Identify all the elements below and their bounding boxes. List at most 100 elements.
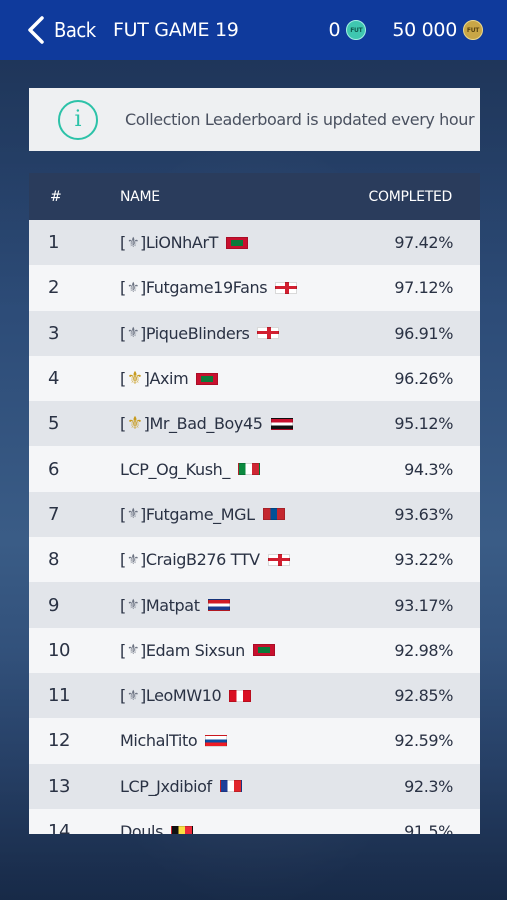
info-icon: i [58, 99, 98, 140]
completed-cell: 92.85% [394, 686, 453, 706]
table-header: # NAME COMPLETED [29, 173, 480, 220]
player-name: LiONhArT [145, 233, 219, 253]
player-name-cell: [⚜] Futgame_MGL [120, 505, 394, 524]
table-row[interactable]: 4 [⚜] Axim 96.26% [29, 355, 480, 402]
gold-club-badge-icon: [⚜] [120, 413, 150, 435]
gold-club-badge-icon: [⚜] [120, 368, 150, 390]
table-row[interactable]: 7[⚜] Futgame_MGL 93.63% [29, 491, 480, 538]
player-name-cell: [⚜] CraigB276 TTV [120, 550, 394, 569]
player-name: Edam Sixsun [145, 640, 245, 660]
points-balance: 0 [328, 19, 341, 41]
player-name-cell: [⚜] LiONhArT [120, 233, 394, 252]
rank-cell: 3 [48, 322, 60, 344]
country-flag-icon [267, 553, 290, 566]
country-flag-icon [219, 780, 242, 793]
rank-cell: 7 [48, 503, 60, 525]
player-name-cell: [⚜] Matpat [120, 596, 394, 615]
player-name: LCP_Jxdibiof [120, 776, 212, 796]
completed-cell: 95.12% [394, 414, 453, 434]
table-row[interactable]: 14 Douls 91.5% [29, 808, 480, 834]
completed-cell: 93.17% [394, 595, 453, 615]
rank-cell: 10 [48, 639, 71, 661]
silver-club-badge-icon: [⚜] [120, 595, 146, 615]
table-row[interactable]: 3 [⚜] PiqueBlinders 96.91% [29, 310, 480, 356]
rank-cell: 14 [48, 821, 71, 834]
player-name-cell: [⚜] Mr_Bad_Boy45 [120, 413, 394, 434]
table-row[interactable]: 12 MichalTito 92.59% [29, 718, 480, 764]
completed-cell: 96.26% [394, 369, 453, 389]
player-name: LeoMW10 [145, 686, 222, 706]
table-row[interactable]: 9[⚜] Matpat 93.17% [29, 582, 480, 628]
player-name: Matpat [145, 595, 200, 615]
app-title: FUT GAME 19 [113, 19, 239, 41]
rank-cell: 1 [48, 232, 60, 254]
rank-cell: 4 [48, 368, 60, 390]
country-flag-icon [207, 599, 230, 612]
rank-cell: 5 [48, 413, 60, 435]
player-name-cell: Douls [120, 822, 404, 834]
country-flag-icon [262, 508, 285, 521]
table-row[interactable]: 11[⚜] LeoMW10 92.85% [29, 672, 480, 719]
table-row[interactable]: 13 LCP_Jxdibiof 92.3% [29, 763, 480, 809]
country-flag-icon [252, 644, 275, 657]
player-name: Mr_Bad_Boy45 [149, 414, 263, 434]
info-banner: i Collection Leaderboard is updated ever… [29, 88, 480, 151]
table-body: 1[⚜] LiONhArT 97.42% 2[⚜] Futgame19Fans 97.12… [29, 220, 480, 834]
country-flag-icon [238, 463, 260, 476]
silver-club-badge-icon: [⚜] [120, 278, 146, 298]
country-flag-icon [275, 281, 298, 294]
fut-coins-icon: FUT [463, 20, 483, 40]
country-flag-icon [226, 236, 249, 249]
player-name-cell: [⚜] Futgame19Fans [120, 278, 394, 297]
country-flag-icon [270, 417, 293, 430]
player-name: Futgame_MGL [145, 504, 255, 524]
completed-cell: 94.3% [404, 459, 453, 479]
player-name: Douls [120, 822, 164, 834]
completed-cell: 97.12% [394, 278, 453, 298]
player-name-cell: LCP_Jxdibiof [120, 777, 404, 796]
table-row[interactable]: 5[⚜] Mr_Bad_Boy45 95.12% [29, 401, 480, 447]
rank-cell: 9 [48, 594, 60, 616]
player-name-cell: MichalTito [120, 731, 394, 750]
info-message: Collection Leaderboard is updated every … [125, 110, 475, 129]
back-button[interactable]: Back [0, 0, 96, 60]
player-name-cell: [⚜] Edam Sixsun [120, 641, 394, 660]
table-row[interactable]: 8[⚜] CraigB276 TTV 93.22% [29, 537, 480, 583]
country-flag-icon [257, 327, 280, 340]
leaderboard-table[interactable]: # NAME COMPLETED 1[⚜] LiONhArT 97.42% 2[⚜] F… [29, 173, 480, 834]
fut-points-icon: FUT [346, 20, 367, 40]
rank-cell: 8 [48, 549, 60, 571]
silver-club-badge-icon: [⚜] [120, 550, 146, 570]
silver-club-badge-icon: [⚜] [120, 640, 146, 660]
completed-cell: 92.98% [394, 640, 453, 660]
completed-cell: 93.63% [394, 504, 453, 524]
player-name: CraigB276 TTV [145, 550, 260, 570]
back-label: Back [54, 18, 96, 42]
player-name-cell: LCP_Og_Kush_ [120, 460, 404, 479]
table-row[interactable]: 6 LCP_Og_Kush_ 94.3% [29, 446, 480, 492]
silver-club-badge-icon: [⚜] [120, 504, 146, 524]
rank-cell: 11 [48, 685, 71, 707]
completed-cell: 92.59% [394, 731, 453, 751]
column-header-name: NAME [120, 188, 160, 205]
completed-cell: 91.5% [404, 822, 453, 834]
silver-club-badge-icon: [⚜] [120, 323, 146, 343]
chevron-left-icon [28, 16, 44, 44]
completed-cell: 96.91% [394, 323, 453, 343]
table-row[interactable]: 1[⚜] LiONhArT 97.42% [29, 220, 480, 266]
player-name: PiqueBlinders [145, 323, 250, 343]
player-name: MichalTito [120, 731, 198, 751]
table-row[interactable]: 10[⚜] Edam Sixsun 92.98% [29, 627, 480, 673]
player-name: Futgame19Fans [145, 278, 268, 298]
completed-cell: 93.22% [394, 550, 453, 570]
currency-display: 0 FUT 50 000 FUT [329, 0, 483, 60]
top-bar: Back FUT GAME 19 0 FUT 50 000 FUT [0, 0, 507, 60]
column-header-completed: COMPLETED [368, 188, 453, 205]
country-flag-icon [229, 689, 252, 702]
rank-cell: 6 [48, 458, 60, 480]
player-name: Axim [149, 369, 189, 389]
coins-balance: 50 000 [392, 19, 457, 41]
table-row[interactable]: 2[⚜] Futgame19Fans 97.12% [29, 265, 480, 311]
country-flag-icon [196, 372, 219, 385]
player-name: LCP_Og_Kush_ [120, 459, 230, 479]
